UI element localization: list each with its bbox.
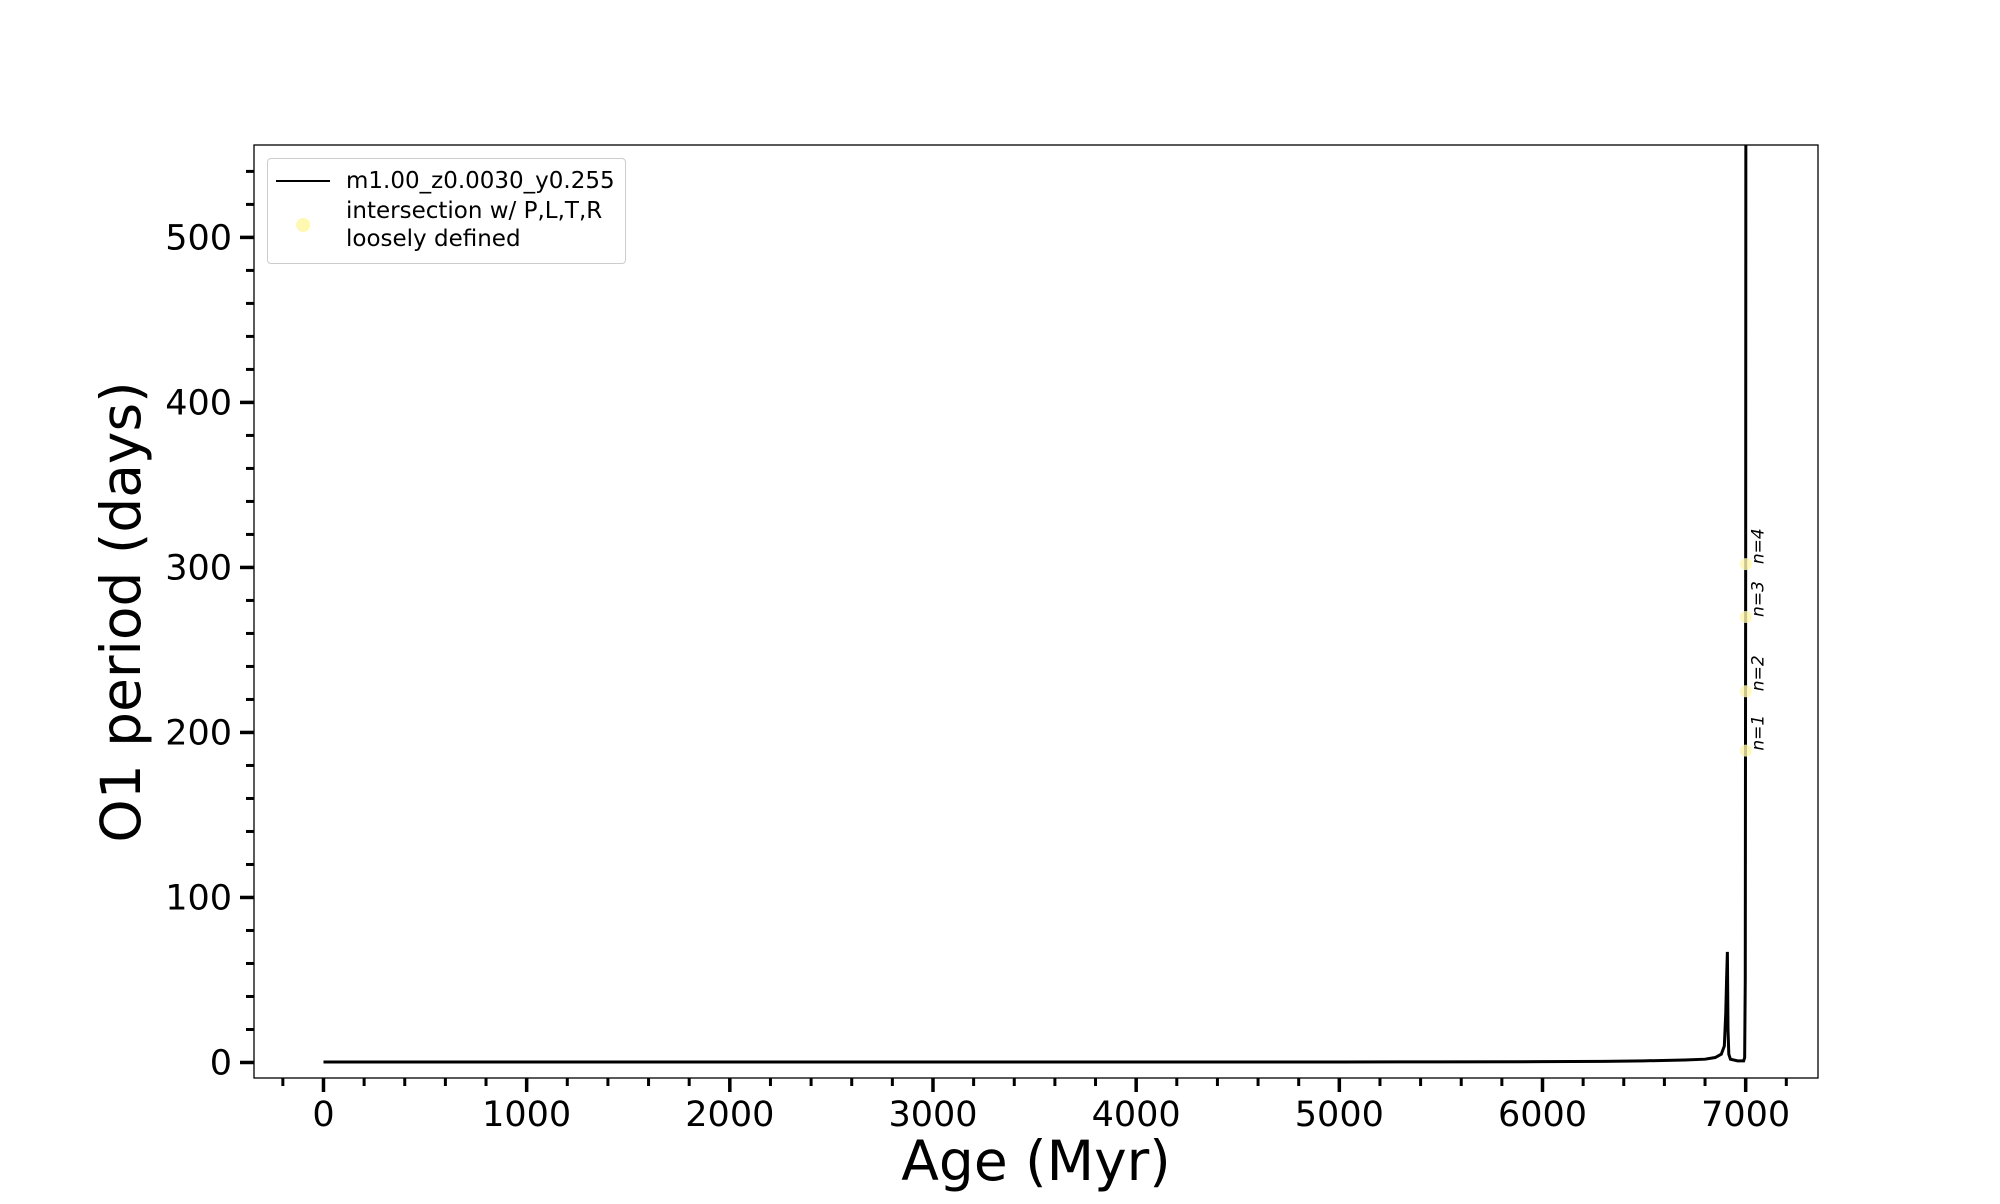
x-tick-label: 7000 — [1701, 1095, 1790, 1135]
annotation: n=1 — [1749, 715, 1769, 751]
legend: m1.00_z0.0030_y0.255 intersection w/ P,L,… — [267, 158, 626, 264]
y-tick-label: 200 — [165, 713, 232, 753]
x-axis-label: Age (Myr) — [901, 1129, 1170, 1193]
intersection-point — [1739, 685, 1752, 698]
legend-symbol — [276, 167, 330, 195]
intersection-point — [1739, 744, 1752, 757]
plot-frame — [253, 144, 1819, 1079]
annotation: n=3 — [1749, 581, 1769, 617]
x-tick-label: 1000 — [482, 1095, 571, 1135]
plot-area — [323, 145, 1752, 1064]
y-tick-label: 0 — [210, 1043, 232, 1083]
annotation: n=4 — [1749, 528, 1769, 564]
legend-label: m1.00_z0.0030_y0.255 — [346, 168, 615, 194]
legend-entry: intersection w/ P,L,T,R loosely defined — [276, 197, 615, 253]
annotation: n=2 — [1749, 655, 1769, 691]
x-tick-label: 3000 — [888, 1095, 977, 1135]
intersection-point — [1739, 558, 1752, 571]
x-tick-label: 2000 — [685, 1095, 774, 1135]
x-tick-label: 6000 — [1498, 1095, 1587, 1135]
y-tick-label: 300 — [165, 548, 232, 588]
legend-entry: m1.00_z0.0030_y0.255 — [276, 167, 615, 195]
y-tick-label: 100 — [165, 878, 232, 918]
x-tick-label: 5000 — [1295, 1095, 1384, 1135]
x-tick-label: 0 — [312, 1095, 334, 1135]
x-tick-label: 4000 — [1092, 1095, 1181, 1135]
y-axis-label: O1 period (days) — [89, 381, 153, 842]
legend-label: intersection w/ P,L,T,R loosely defined — [346, 198, 603, 252]
line-series — [323, 145, 1748, 1064]
intersection-point — [1739, 610, 1752, 623]
y-tick-label: 400 — [165, 383, 232, 423]
legend-symbol — [276, 211, 330, 239]
y-tick-label: 500 — [165, 218, 232, 258]
